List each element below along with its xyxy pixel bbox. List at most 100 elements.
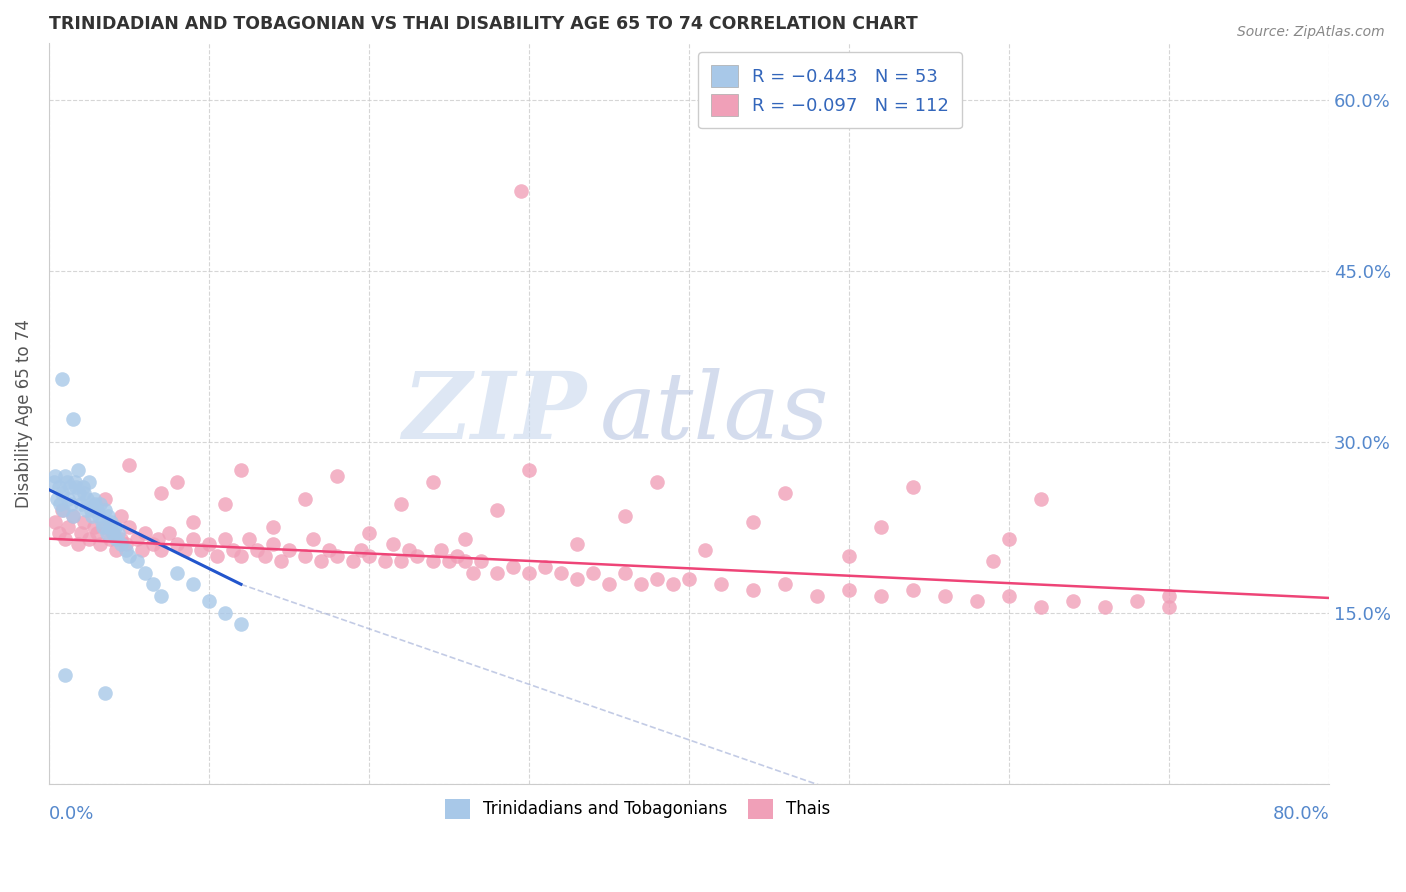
Point — [710, 577, 733, 591]
Point — [105, 532, 128, 546]
Point — [1029, 600, 1052, 615]
Point — [742, 582, 765, 597]
Point — [70, 498, 93, 512]
Point — [565, 572, 588, 586]
Point — [89, 498, 111, 512]
Point — [253, 549, 276, 563]
Point — [114, 537, 136, 551]
Point — [630, 577, 652, 591]
Point — [181, 515, 204, 529]
Point — [94, 503, 117, 517]
Y-axis label: Disability Age 65 to 74: Disability Age 65 to 74 — [15, 318, 32, 508]
Point — [1157, 589, 1180, 603]
Point — [103, 520, 125, 534]
Point — [309, 554, 332, 568]
Point — [118, 549, 141, 563]
Point — [229, 617, 252, 632]
Point — [262, 520, 284, 534]
Point — [598, 577, 620, 591]
Point — [134, 526, 156, 541]
Point — [870, 589, 893, 603]
Point — [53, 532, 76, 546]
Point — [614, 566, 637, 580]
Point — [100, 515, 122, 529]
Point — [838, 549, 860, 563]
Point — [454, 532, 477, 546]
Point — [73, 515, 96, 529]
Point — [101, 526, 124, 541]
Point — [87, 508, 110, 523]
Point — [222, 543, 245, 558]
Point — [326, 549, 349, 563]
Point — [270, 554, 292, 568]
Point — [51, 486, 73, 500]
Point — [357, 549, 380, 563]
Point — [83, 520, 105, 534]
Point — [51, 372, 73, 386]
Point — [131, 543, 153, 558]
Point — [357, 526, 380, 541]
Point — [350, 543, 373, 558]
Point — [901, 480, 924, 494]
Point — [398, 543, 420, 558]
Point — [422, 554, 444, 568]
Point — [97, 508, 120, 523]
Point — [389, 498, 412, 512]
Point — [614, 508, 637, 523]
Point — [66, 537, 89, 551]
Point — [1062, 594, 1084, 608]
Point — [406, 549, 429, 563]
Point — [326, 469, 349, 483]
Point — [59, 480, 82, 494]
Point — [56, 520, 79, 534]
Point — [73, 486, 96, 500]
Legend: Trinidadians and Tobagonians, Thais: Trinidadians and Tobagonians, Thais — [437, 790, 839, 827]
Point — [190, 543, 212, 558]
Point — [134, 566, 156, 580]
Point — [146, 532, 169, 546]
Point — [1094, 600, 1116, 615]
Point — [118, 458, 141, 472]
Point — [67, 486, 90, 500]
Point — [105, 543, 128, 558]
Point — [550, 566, 572, 580]
Point — [55, 475, 77, 489]
Point — [110, 537, 132, 551]
Point — [422, 475, 444, 489]
Point — [94, 685, 117, 699]
Point — [998, 589, 1021, 603]
Point — [98, 532, 121, 546]
Point — [1029, 491, 1052, 506]
Point — [142, 537, 165, 551]
Point — [981, 554, 1004, 568]
Point — [86, 526, 108, 541]
Point — [446, 549, 468, 563]
Point — [166, 537, 188, 551]
Point — [62, 412, 84, 426]
Point — [118, 520, 141, 534]
Point — [93, 520, 115, 534]
Point — [773, 486, 796, 500]
Point — [107, 526, 129, 541]
Text: TRINIDADIAN AND TOBAGONIAN VS THAI DISABILITY AGE 65 TO 74 CORRELATION CHART: TRINIDADIAN AND TOBAGONIAN VS THAI DISAB… — [49, 15, 918, 33]
Point — [94, 491, 117, 506]
Point — [510, 184, 533, 198]
Point — [77, 532, 100, 546]
Point — [374, 554, 396, 568]
Point — [198, 537, 221, 551]
Point — [86, 503, 108, 517]
Point — [125, 554, 148, 568]
Point — [485, 566, 508, 580]
Point — [56, 491, 79, 506]
Point — [70, 526, 93, 541]
Point — [198, 594, 221, 608]
Point — [51, 503, 73, 517]
Point — [389, 554, 412, 568]
Point — [181, 577, 204, 591]
Point — [461, 566, 484, 580]
Point — [517, 463, 540, 477]
Point — [430, 543, 453, 558]
Point — [454, 554, 477, 568]
Point — [114, 543, 136, 558]
Point — [77, 475, 100, 489]
